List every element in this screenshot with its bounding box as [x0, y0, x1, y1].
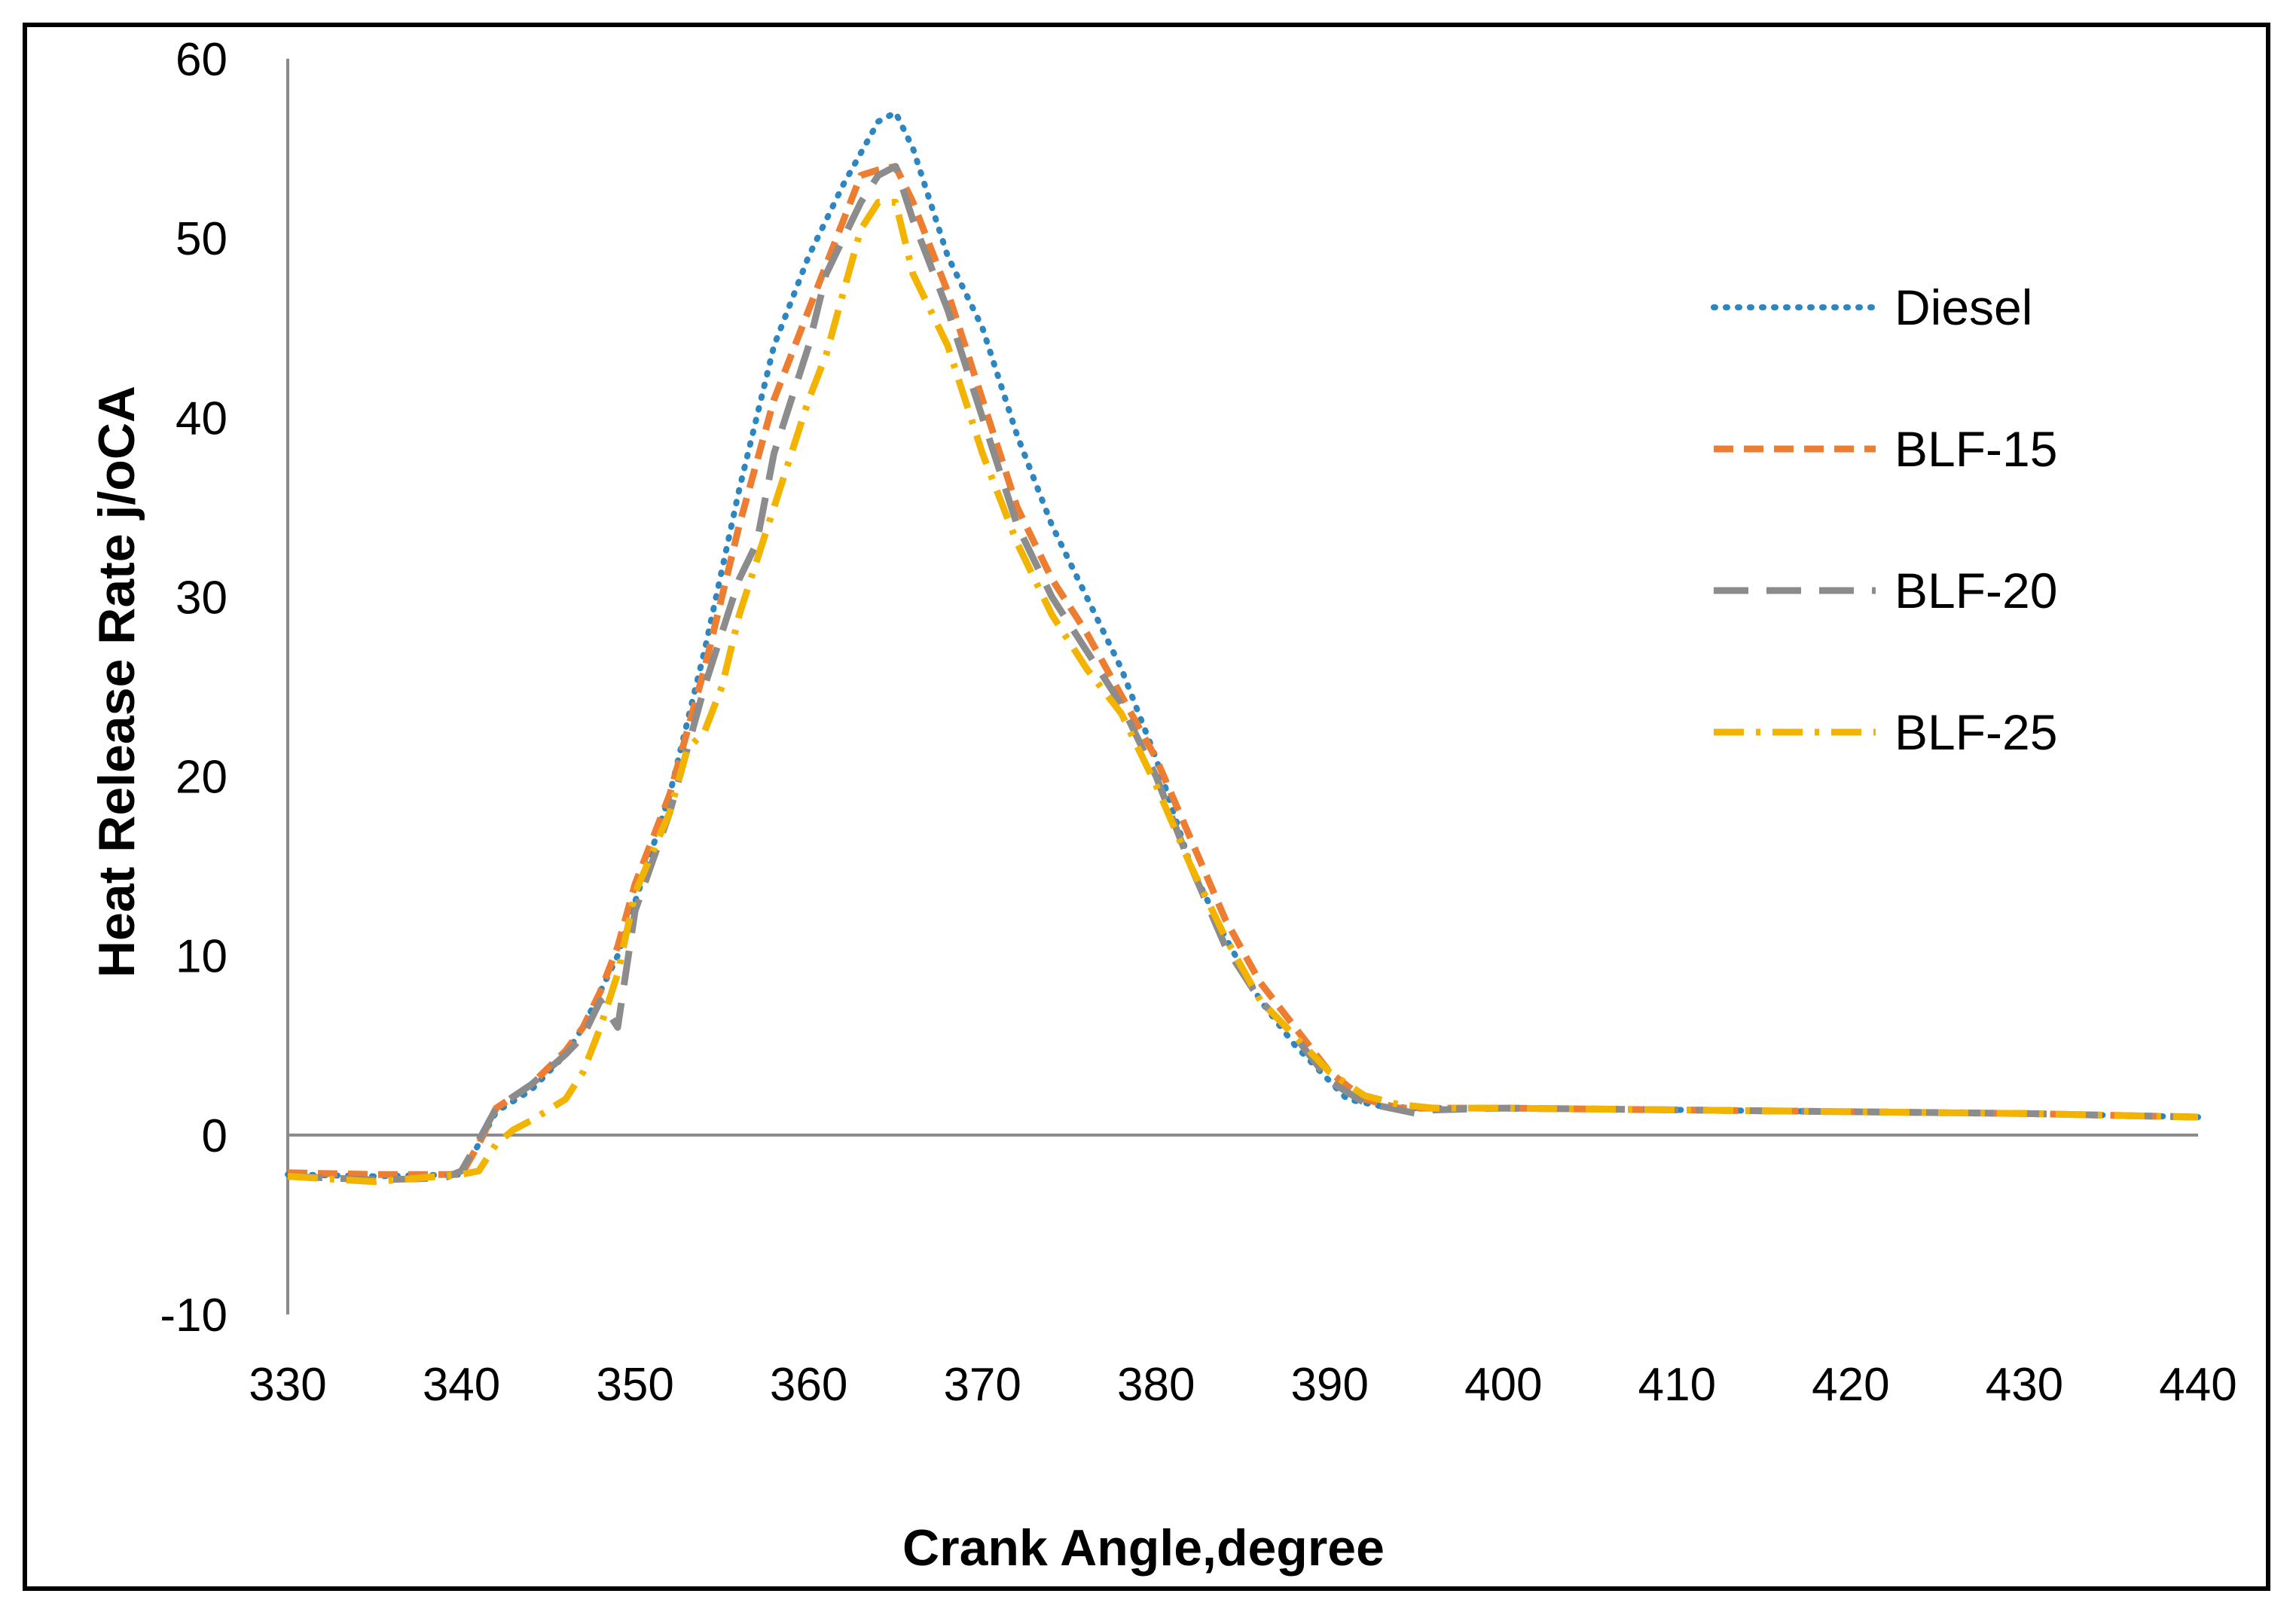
x-axis-title: Crank Angle,degree	[902, 1519, 1385, 1577]
series-layer	[285, 109, 2201, 1186]
y-tick-label: 10	[176, 931, 227, 983]
y-axis-title: Heat Release Rate j/oCA	[88, 386, 145, 978]
x-tick-label: 390	[1291, 1359, 1369, 1411]
y-tick-label: 20	[176, 752, 227, 804]
x-tick-label: 420	[1812, 1359, 1889, 1411]
y-tick-label: 30	[176, 572, 227, 624]
x-tick-label: 380	[1117, 1359, 1195, 1411]
series-line-blf-25	[287, 199, 2199, 1186]
x-tick-label: 330	[249, 1359, 326, 1411]
y-tick-label: 0	[202, 1110, 227, 1162]
y-tick-label: -10	[160, 1290, 227, 1342]
series-line-diesel	[285, 109, 2201, 1180]
x-tick-label: 350	[596, 1359, 673, 1411]
x-tick-labels: 330 340 350 360 370 380 390 400 410 420 430 440	[249, 1359, 2236, 1411]
x-tick-label: 370	[943, 1359, 1021, 1411]
chart-frame	[23, 23, 2270, 1591]
legend-label: BLF-25	[1895, 704, 2057, 760]
series-line-blf-20	[287, 163, 2199, 1183]
legend-label: Diesel	[1895, 279, 2032, 335]
y-tick-label: 50	[176, 213, 227, 265]
x-tick-label: 360	[770, 1359, 847, 1411]
legend-label: BLF-15	[1895, 421, 2057, 477]
x-tick-label: 400	[1464, 1359, 1542, 1411]
y-tick-label: 40	[176, 392, 227, 444]
x-tick-label: 340	[423, 1359, 500, 1411]
legend: Diesel BLF-15 BLF-20 BLF-25	[1711, 279, 2057, 760]
x-tick-label: 410	[1638, 1359, 1716, 1411]
series-line-blf-15	[287, 163, 2199, 1178]
x-tick-label: 430	[1986, 1359, 2063, 1411]
y-tick-label: 60	[176, 34, 227, 86]
y-tick-labels: 60 50 40 30 20 10 0 -10	[160, 34, 227, 1342]
axes-layer	[286, 59, 2198, 1314]
legend-label: BLF-20	[1895, 563, 2057, 618]
x-tick-label: 440	[2159, 1359, 2236, 1411]
